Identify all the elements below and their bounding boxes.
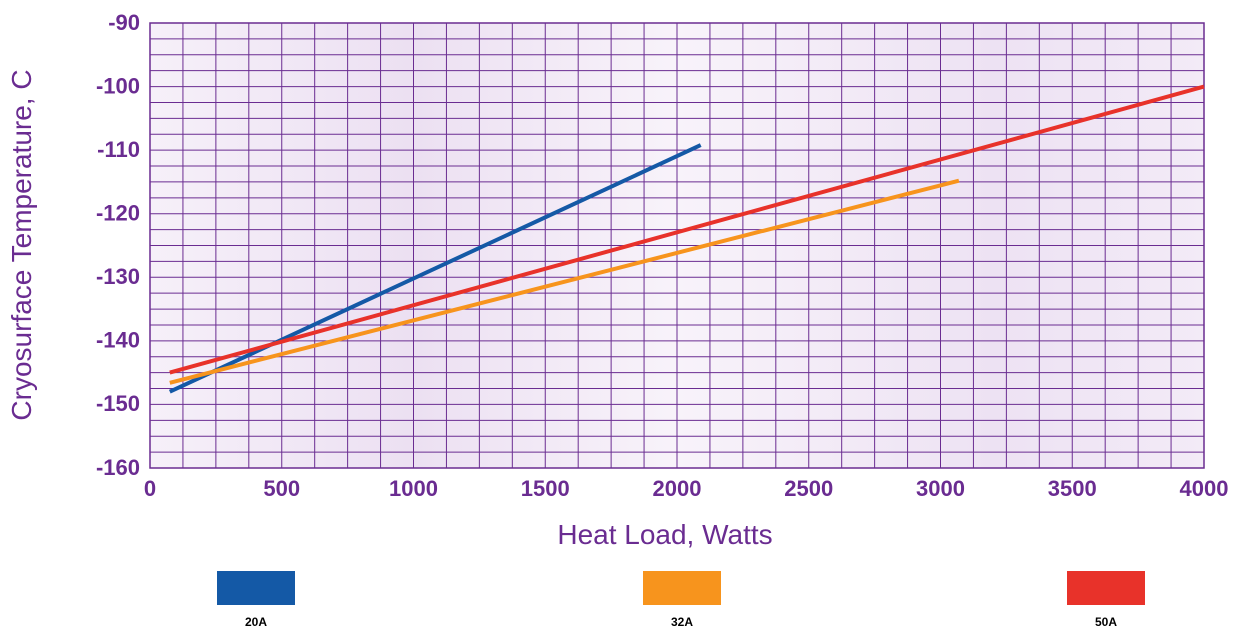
y-tick-label: -110 [97, 137, 140, 162]
y-tick-label: -130 [96, 264, 140, 289]
legend-item-50a: 50A [1066, 571, 1146, 629]
line-chart: -90 -100 -110 -120 -130 -140 -150 -160 0 500 1000… [6, 10, 1229, 550]
legend-item-32a: 32A [642, 571, 722, 629]
y-tick-label: -140 [96, 328, 140, 353]
x-tick-label: 500 [263, 476, 300, 501]
x-tick-label: 0 [144, 476, 156, 501]
legend-label-50a: 50A [1094, 615, 1117, 629]
y-tick-label: -150 [96, 391, 140, 416]
y-axis-title: Cryosurface Temperature, C [6, 69, 37, 420]
legend-label-20a: 20A [244, 615, 267, 629]
grid-lines [149, 22, 1205, 469]
x-axis-title: Heat Load, Watts [557, 519, 772, 550]
x-tick-label: 2500 [784, 476, 833, 501]
x-tick-label: 3000 [916, 476, 965, 501]
legend-swatch-20a [217, 571, 295, 605]
legend-label-32a: 32A [670, 615, 693, 629]
legend-item-20a: 20A [216, 571, 296, 629]
legend-swatch-50a [1067, 571, 1145, 605]
series-line-50a [169, 84, 1205, 375]
series-line-20a [168, 143, 702, 394]
x-axis-ticks: 0 500 1000 1500 2000 2500 3000 3500 4000 [144, 476, 1229, 501]
y-tick-label: -120 [96, 201, 140, 226]
x-tick-label: 4000 [1180, 476, 1229, 501]
legend-swatch-32a [643, 571, 721, 605]
x-tick-label: 1000 [389, 476, 438, 501]
series-line-32a [169, 178, 960, 385]
y-tick-label: -90 [108, 10, 140, 35]
x-tick-label: 2000 [653, 476, 702, 501]
y-axis-ticks: -90 -100 -110 -120 -130 -140 -150 -160 [96, 10, 140, 480]
plot-border [149, 22, 1205, 469]
series-lines [168, 84, 1205, 394]
x-tick-label: 3500 [1048, 476, 1097, 501]
y-tick-label: -100 [96, 73, 140, 98]
y-tick-label: -160 [96, 455, 140, 480]
x-tick-label: 1500 [521, 476, 570, 501]
